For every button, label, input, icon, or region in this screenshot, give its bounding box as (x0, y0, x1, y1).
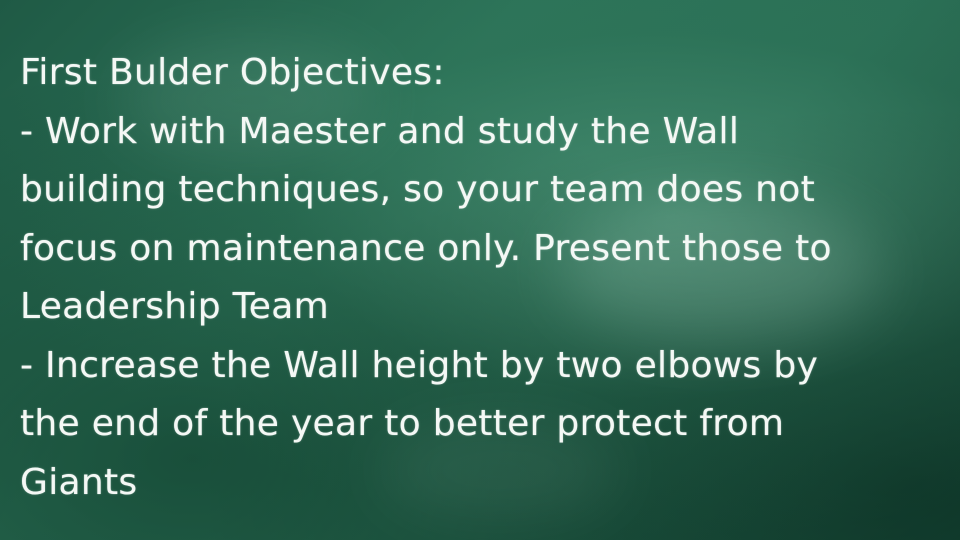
objective-line: building techniques, so your team does n… (20, 169, 816, 210)
objective-line: the end of the year to better protect fr… (20, 403, 785, 444)
slide-text: First Bulder Objectives: - Work with Mae… (20, 44, 945, 512)
objective-line: Giants (20, 461, 138, 503)
slide-heading: First Bulder Objectives: (20, 52, 445, 93)
objective-line: Leadership Team (20, 286, 329, 327)
objective-line: - Increase the Wall height by two elbows… (20, 344, 819, 386)
objective-line: focus on maintenance only. Present those… (20, 227, 832, 269)
objective-line: - Work with Maester and study the Wall (20, 110, 740, 152)
chalk-smudge (380, 420, 620, 520)
chalk-smudge (120, 40, 380, 160)
chalk-smudge (560, 200, 880, 340)
